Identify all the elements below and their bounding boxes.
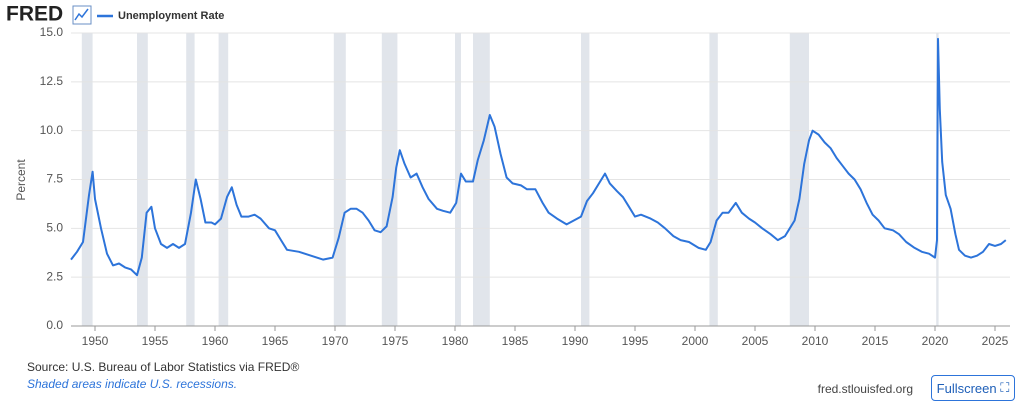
source: Source: U.S. Bureau of Labor Statistics … [27,360,299,374]
x-tick-label: 1970 [322,334,349,348]
series-line [70,37,1007,277]
y-tick-label: 12.5 [40,74,64,88]
x-tick-label: 1995 [622,334,649,348]
y-tick-label: 7.5 [46,172,63,186]
y-tick-label: 2.5 [46,269,63,283]
y-axis-label: Percent [14,159,28,201]
logo: FRED [6,3,63,26]
x-tick-label: 1980 [442,334,469,348]
recession-note: Shaded areas indicate U.S. recessions. [27,377,237,391]
y-tick-label: 10.0 [40,123,64,137]
logo-icon-line [74,8,89,21]
x-tick-label: 1990 [562,334,589,348]
x-tick-label: 2010 [802,334,829,348]
x-tick-label: 1975 [382,334,409,348]
x-tick-label: 2025 [982,334,1009,348]
x-tick-label: 1960 [202,334,229,348]
site-link: fred.stlouisfed.org [818,382,913,396]
x-tick-label: 1985 [502,334,529,348]
y-tick-label: 0.0 [46,318,63,332]
y-tick-label: 15.0 [40,25,64,39]
x-tick-label: 2000 [682,334,709,348]
x-tick-label: 2015 [862,334,889,348]
legend-label: Unemployment Rate [118,10,224,22]
x-tick-label: 2005 [742,334,769,348]
x-tick-label: 1955 [142,334,169,348]
logo-icon [72,5,92,25]
x-tick-label: 2020 [922,334,949,348]
fullscreen-label: Fullscreen [936,380,997,396]
x-tick-label: 1950 [82,334,109,348]
y-tick-label: 5.0 [46,221,63,235]
fullscreen-button[interactable]: Fullscreen ⛶ [931,375,1015,401]
x-tick-label: 1965 [262,334,289,348]
